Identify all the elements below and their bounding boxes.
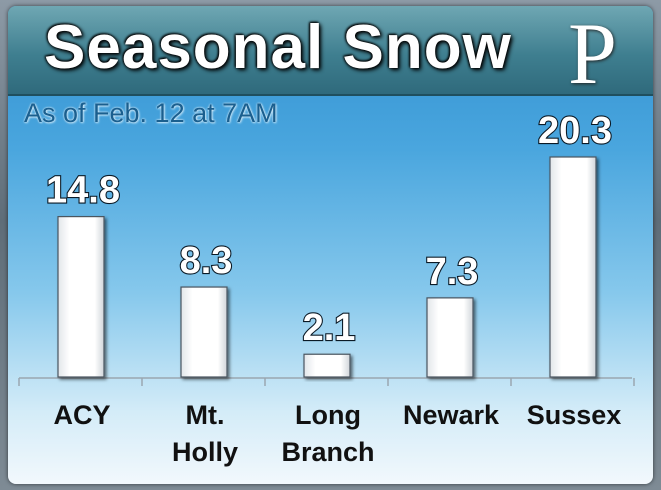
category-label: Mt.: [186, 400, 225, 430]
category-label: ACY: [53, 400, 110, 430]
bar: [57, 216, 105, 378]
chart-subtitle: As of Feb. 12 at 7AM: [24, 98, 278, 128]
station-logo: P: [568, 6, 617, 103]
data-label: 7.3: [426, 251, 479, 293]
category-label: Newark: [403, 400, 500, 430]
category-label: Long: [295, 400, 361, 430]
title-banner: Seasonal Snow P: [8, 6, 653, 103]
data-label: 8.3: [180, 240, 233, 282]
data-label: 2.1: [303, 307, 356, 349]
graphic-frame: Seasonal Snow P As of Feb. 12 at 7AM: [8, 6, 653, 484]
category-label: Sussex: [527, 400, 622, 430]
bar: [180, 286, 228, 378]
data-label: 14.8: [46, 170, 120, 212]
bar: [303, 353, 351, 378]
category-label: Branch: [281, 437, 374, 467]
bar: [426, 297, 474, 378]
bar: [549, 156, 597, 378]
data-label: 20.3: [538, 110, 612, 152]
chart-title: Seasonal Snow: [44, 13, 512, 82]
category-label: Holly: [172, 437, 238, 467]
